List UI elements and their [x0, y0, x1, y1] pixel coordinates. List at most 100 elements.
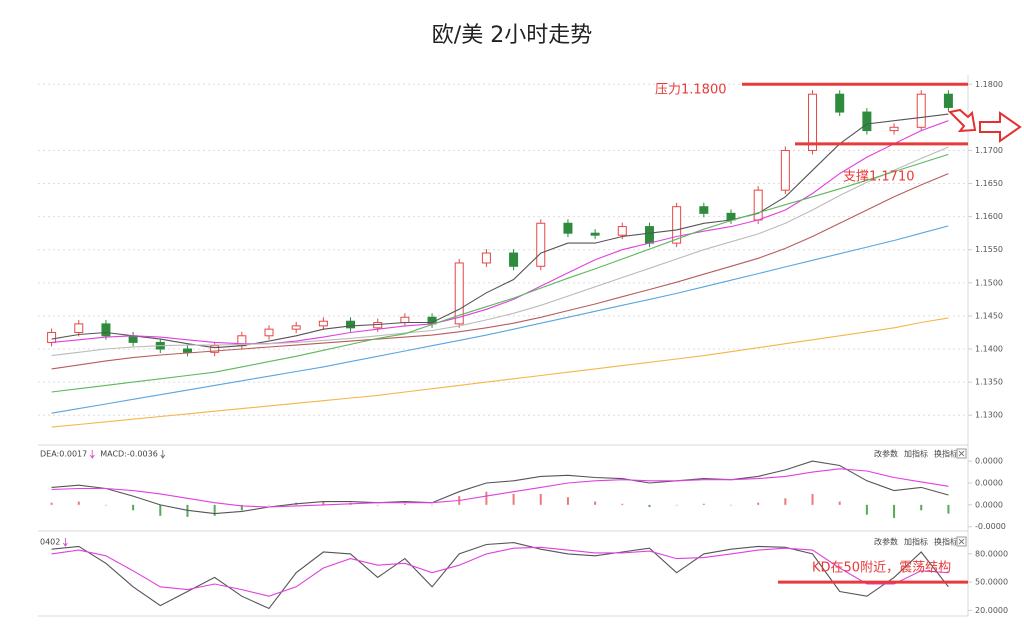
candle-body	[210, 345, 220, 353]
y-tick-label: 50.0000	[975, 578, 1008, 587]
y-tick-label: 1.1550	[975, 245, 1003, 254]
y-tick-label: 1.1500	[975, 278, 1003, 287]
indicator-label: DEA:0.0017	[40, 450, 87, 459]
macd-bar	[920, 504, 923, 511]
macd-bar	[132, 504, 135, 511]
candle-body	[617, 226, 627, 236]
y-tick-label: 1.1400	[975, 345, 1003, 354]
macd-bar	[403, 503, 406, 505]
candle-body	[128, 335, 138, 343]
macd-bar	[730, 504, 732, 506]
indicator-label: MACD:-0.0036	[100, 450, 158, 459]
y-tick-label: -0.0000	[975, 522, 1006, 531]
candle-body	[101, 323, 111, 337]
candle-body	[74, 323, 84, 333]
macd-bar	[947, 504, 950, 514]
panel-frame	[38, 75, 969, 617]
y-tick-label: 80.0000	[975, 549, 1008, 558]
y-tick-label: 1.1300	[975, 411, 1003, 420]
indicator-line	[51, 542, 949, 610]
y-tick-label: 1.1350	[975, 378, 1003, 387]
down-arrow-icon	[63, 538, 68, 547]
macd-bar	[104, 504, 107, 506]
indicator-line	[51, 460, 949, 515]
macd-bar	[240, 504, 243, 511]
macd-bar	[485, 491, 488, 505]
close-button[interactable]	[956, 448, 967, 459]
arrow-large	[979, 111, 1022, 143]
down-arrow-icon	[160, 450, 166, 459]
toolbar-button[interactable]: 换指标	[934, 449, 958, 459]
candle-body	[454, 262, 464, 325]
macd-bar	[893, 504, 896, 518]
down-arrow-icon	[89, 450, 95, 459]
y-tick-label: 1.1700	[975, 146, 1003, 155]
y-tick-label: 1.1450	[975, 311, 1003, 320]
toolbar-button[interactable]: 加指标	[904, 537, 928, 547]
y-tick-label: 0.0000	[975, 478, 1003, 487]
candle-body	[889, 126, 899, 132]
macd-bar	[322, 501, 325, 505]
indicator-line	[51, 468, 949, 508]
toolbar-button[interactable]: 改参数	[874, 449, 898, 459]
candle-body	[318, 320, 328, 327]
macd-bar	[594, 501, 597, 505]
y-tick-label: 1.1800	[975, 80, 1003, 89]
indicator-line	[51, 317, 949, 428]
toolbar-button[interactable]: 加指标	[904, 449, 928, 459]
macd-bar	[675, 504, 678, 506]
macd-bar	[512, 493, 515, 505]
y-tick-label: 0.0000	[975, 500, 1003, 509]
candle-body	[835, 93, 845, 113]
toolbar-button[interactable]: 换指标	[934, 537, 958, 547]
chart-title: 欧/美 2小时走势	[432, 23, 592, 48]
close-cross	[958, 450, 965, 457]
candle-body	[400, 316, 410, 324]
macd-bar	[186, 504, 189, 517]
y-tick-label: 1.1600	[975, 212, 1003, 221]
candle-body	[291, 325, 301, 330]
macd-bar	[376, 504, 379, 506]
macd-bar	[539, 493, 542, 505]
candle-body	[672, 206, 682, 244]
y-tick-label: 1.1650	[975, 179, 1003, 188]
macd-bar	[865, 504, 868, 515]
candle-body	[753, 189, 763, 221]
indicator-line	[51, 546, 949, 597]
y-tick-label: 20.0000	[975, 606, 1008, 615]
indicator-line	[51, 173, 949, 370]
indicator-line	[51, 225, 949, 414]
macd-bar	[431, 504, 434, 506]
arrow-icon	[947, 108, 1022, 143]
macd-bar	[566, 497, 569, 505]
indicator-line	[51, 113, 949, 349]
candle-body	[264, 328, 274, 337]
macd-bar	[268, 504, 270, 506]
macd-bar	[702, 503, 705, 505]
candle-body	[509, 252, 519, 267]
toolbar-button[interactable]: 改参数	[874, 537, 898, 547]
candle-body	[182, 348, 192, 353]
candle-body	[47, 331, 57, 343]
macd-bar	[648, 504, 651, 508]
macd-bar	[811, 493, 814, 505]
candle-body	[808, 93, 818, 151]
candle-body	[644, 226, 654, 244]
close-cross	[958, 538, 965, 545]
macd-bar	[757, 502, 760, 505]
candle-body	[373, 322, 383, 329]
candle-body	[699, 206, 709, 214]
close-button[interactable]	[956, 536, 967, 547]
y-tick-label: 0.0000	[975, 457, 1003, 466]
candle-body	[780, 149, 790, 191]
macd-bar	[838, 501, 841, 505]
macd-bar	[213, 504, 216, 516]
annotation: 支撑1.1710	[843, 170, 915, 185]
macd-bar	[50, 502, 53, 505]
annotation: 压力1.1800	[655, 83, 727, 98]
candle-body	[481, 252, 491, 264]
candle-body	[916, 93, 926, 128]
macd-bar	[159, 504, 162, 516]
